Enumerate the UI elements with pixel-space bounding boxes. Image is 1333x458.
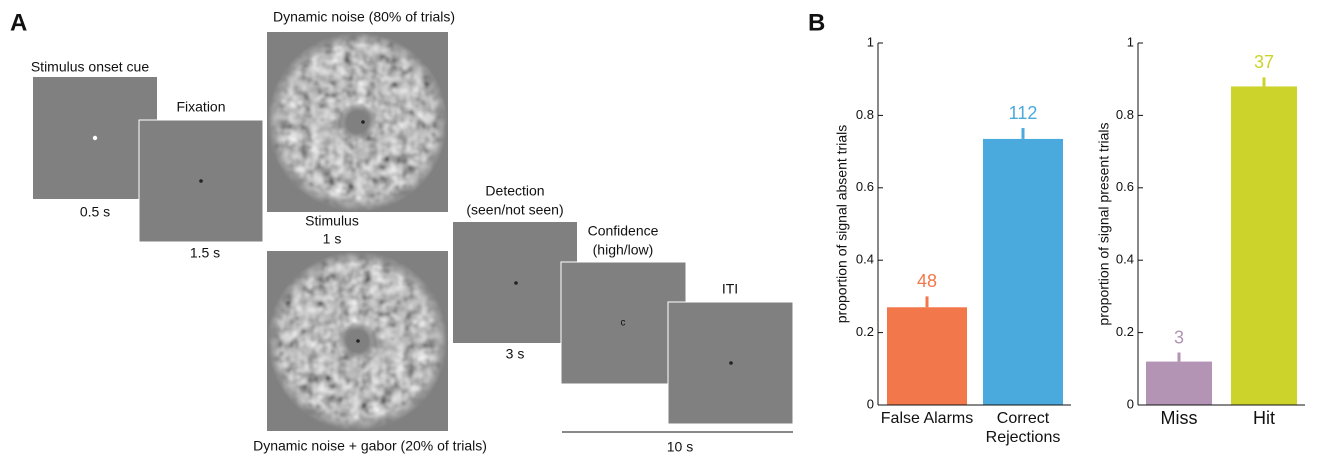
x-tick-label: Correct Rejections xyxy=(985,410,1061,446)
y-tick-label: 1 xyxy=(867,34,874,49)
y-tick-label: 0.6 xyxy=(1116,179,1134,194)
y-tick-label: 0.4 xyxy=(856,252,874,267)
y-tick-label: 0.6 xyxy=(856,179,874,194)
caption: ITI xyxy=(722,281,738,297)
bar xyxy=(1231,86,1297,405)
noise-screen xyxy=(267,32,448,212)
duration: 10 s xyxy=(667,439,693,455)
caption: (seen/not seen) xyxy=(466,202,563,218)
noise-gabor-screen xyxy=(267,251,448,431)
y-axis-label: proportion of signal present trials xyxy=(1096,122,1112,325)
caption: Fixation xyxy=(176,99,225,115)
duration: 1.5 s xyxy=(190,245,220,261)
y-tick-label: 0.4 xyxy=(1116,252,1134,267)
y-tick-label: 0 xyxy=(867,396,874,411)
caption: Stimulus onset cue xyxy=(31,59,149,75)
y-tick-label: 1 xyxy=(1127,34,1134,49)
x-tick-label: False Alarms xyxy=(880,410,974,427)
x-tick-label: Hit xyxy=(1253,408,1275,428)
onset-screen xyxy=(33,77,157,199)
x-tick-label: Miss xyxy=(1160,408,1198,428)
caption: Stimulus xyxy=(305,213,359,229)
y-axis-label: proportion of signal absent trials xyxy=(834,125,850,323)
caption: Dynamic noise + gabor (20% of trials) xyxy=(253,438,487,454)
y-tick-label: 0.8 xyxy=(1116,107,1134,122)
y-tick-label: 0 xyxy=(1127,396,1134,411)
iti-screen xyxy=(667,301,794,425)
bar xyxy=(887,307,967,405)
count-label: 48 xyxy=(917,271,937,291)
caption: Detection xyxy=(485,183,544,199)
count-label: 3 xyxy=(1174,327,1184,347)
panel-label: A xyxy=(10,9,27,36)
duration: 0.5 s xyxy=(80,204,110,220)
bar xyxy=(983,138,1063,405)
duration: 1 s xyxy=(323,231,342,247)
fixation-screen xyxy=(138,119,264,243)
caption: Confidence xyxy=(588,223,659,239)
panel-label: B xyxy=(808,9,825,36)
duration: 3 s xyxy=(506,346,525,362)
caption: (high/low) xyxy=(593,242,654,258)
bar xyxy=(1146,361,1212,405)
caption: Dynamic noise (80% of trials) xyxy=(273,9,455,25)
count-label: 37 xyxy=(1254,52,1274,72)
y-tick-label: 0.2 xyxy=(856,324,874,339)
screen-letter: c xyxy=(621,318,626,329)
y-tick-label: 0.8 xyxy=(856,107,874,122)
y-tick-label: 0.2 xyxy=(1116,324,1134,339)
count-label: 112 xyxy=(1009,103,1038,123)
detection-screen xyxy=(453,222,577,343)
